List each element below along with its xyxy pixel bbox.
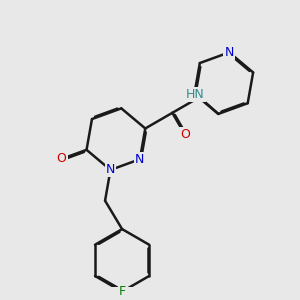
Text: HN: HN	[186, 88, 205, 101]
Text: N: N	[224, 46, 234, 59]
Text: F: F	[118, 285, 126, 298]
Text: N: N	[106, 164, 115, 176]
Text: O: O	[180, 128, 190, 141]
Text: N: N	[135, 153, 145, 166]
Text: O: O	[57, 152, 67, 165]
